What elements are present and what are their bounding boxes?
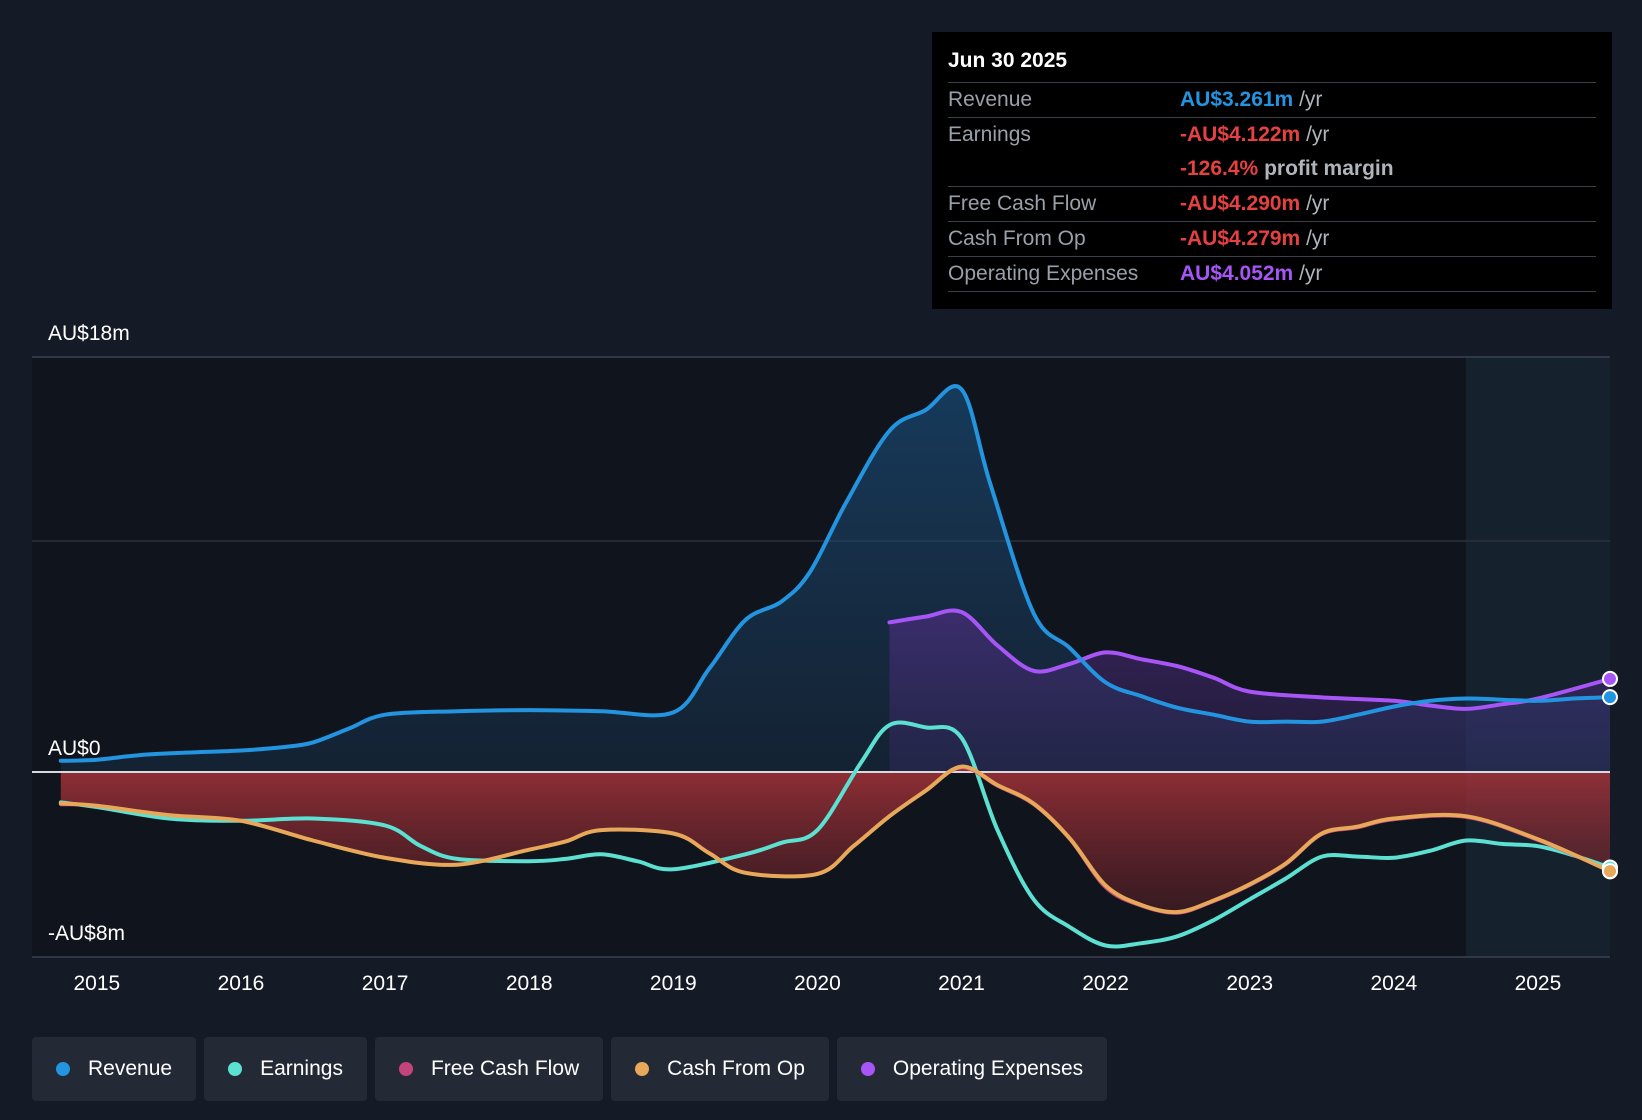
x-tick-label: 2024 (1370, 972, 1417, 995)
endpoint-operating-expenses (1602, 670, 1618, 687)
tooltip-value-earnings: -AU$4.122m (1180, 123, 1301, 146)
x-tick-label: 2015 (73, 972, 120, 995)
tooltip-unit: /yr (1306, 192, 1330, 215)
tooltip-profit-margin-value: -126.4% (1180, 157, 1259, 180)
line-cash-from-op (58, 764, 1610, 915)
x-tick-label: 2025 (1515, 972, 1562, 995)
legend-label: Free Cash Flow (430, 1057, 580, 1080)
forecast-region (1465, 357, 1610, 957)
legend-item-earnings[interactable]: Earnings (204, 1037, 367, 1101)
endpoint-revenue (1602, 689, 1618, 706)
legend-item-cash-from-op[interactable]: Cash From Op (611, 1037, 829, 1101)
tooltip-profit-margin-label: profit margin (1264, 157, 1394, 180)
area-operating-expenses (889, 610, 1610, 773)
x-tick-label: 2019 (650, 972, 697, 995)
tooltip-label: Free Cash Flow (948, 192, 1097, 215)
tooltip-unit: /yr (1299, 262, 1323, 285)
tooltip-row-revenue: Revenue AU$3.261m /yr (948, 83, 1596, 118)
legend-dot-icon (228, 1062, 243, 1076)
legend: Revenue Earnings Free Cash Flow Cash Fro… (32, 1037, 1115, 1101)
endpoint-cash-from-op (1602, 863, 1618, 880)
tooltip-row-operating-expenses: Operating Expenses AU$4.052m /yr (948, 257, 1596, 292)
area-free-cash-flow (60, 767, 1610, 914)
tooltip-date: Jun 30 2025 (948, 46, 1596, 83)
area-revenue (60, 386, 1610, 773)
x-tick-label: 2022 (1082, 972, 1129, 995)
tooltip-row-earnings: Earnings -AU$4.122m /yr -126.4% profit m… (948, 118, 1596, 187)
x-tick-label: 2020 (794, 972, 841, 995)
tooltip-unit: /yr (1299, 88, 1323, 111)
tooltip-label: Earnings (948, 123, 1031, 146)
tooltip-unit: /yr (1306, 227, 1330, 250)
legend-dot-icon (860, 1062, 875, 1076)
legend-dot-icon (56, 1062, 70, 1076)
tooltip-unit: /yr (1306, 123, 1330, 146)
x-tick-label: 2017 (362, 972, 409, 995)
legend-item-operating-expenses[interactable]: Operating Expenses (836, 1037, 1108, 1101)
tooltip-row-cash-from-op: Cash From Op -AU$4.279m /yr (948, 222, 1596, 257)
tooltip-label: Cash From Op (948, 227, 1086, 250)
legend-item-free-cash-flow[interactable]: Free Cash Flow (374, 1037, 604, 1101)
tooltip-label: Revenue (948, 88, 1033, 111)
x-tick-label: 2023 (1226, 972, 1273, 995)
line-operating-expenses (887, 608, 1610, 711)
x-tick-label: 2021 (938, 972, 985, 995)
x-tick-label: 2016 (218, 972, 265, 995)
legend-label: Revenue (88, 1057, 173, 1080)
legend-dot-icon (635, 1062, 650, 1076)
legend-label: Operating Expenses (892, 1057, 1084, 1080)
line-earnings (58, 720, 1610, 949)
legend-item-revenue[interactable]: Revenue (32, 1037, 197, 1101)
y-label-top: AU$18m (48, 322, 130, 345)
tooltip-value-cash-from-op: -AU$4.279m (1180, 227, 1301, 250)
tooltip-value-free-cash-flow: -AU$4.290m (1180, 192, 1301, 215)
tooltip-value-revenue: AU$3.261m (1180, 88, 1294, 111)
legend-label: Cash From Op (667, 1057, 805, 1080)
legend-label: Earnings (260, 1057, 343, 1080)
line-revenue (58, 384, 1610, 763)
legend-dot-icon (398, 1062, 413, 1076)
tooltip-panel: Jun 30 2025 Revenue AU$3.261m /yr Earnin… (932, 32, 1612, 309)
tooltip-value-operating-expenses: AU$4.052m (1180, 262, 1294, 285)
y-label-bottom: -AU$8m (48, 922, 125, 945)
tooltip-label: Operating Expenses (948, 262, 1139, 285)
x-tick-label: 2018 (506, 972, 553, 995)
y-label-zero: AU$0 (48, 737, 101, 760)
tooltip-row-free-cash-flow: Free Cash Flow -AU$4.290m /yr (948, 187, 1596, 222)
